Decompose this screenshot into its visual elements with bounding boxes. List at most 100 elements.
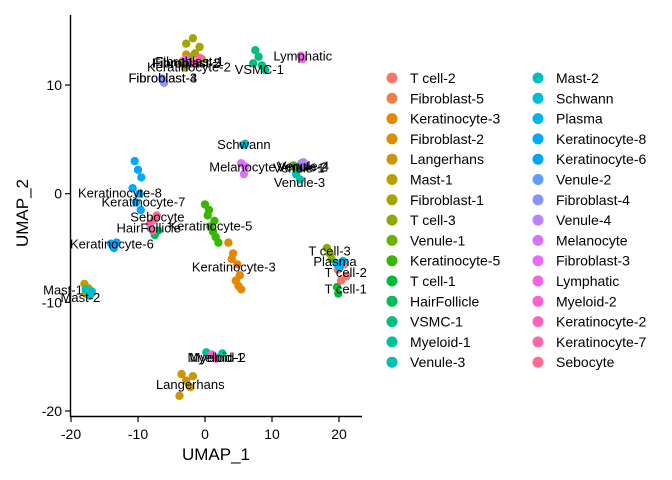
cluster-label: Keratinocyte-7 (101, 194, 185, 209)
cluster-label: T cell-2 (325, 265, 367, 280)
data-point (338, 256, 348, 266)
legend-label: Venule-3 (410, 354, 465, 370)
legend-item: Plasma (532, 111, 603, 127)
y-tick-label: -10 (42, 294, 62, 310)
legend-key (386, 133, 398, 145)
legend-label: Keratinocyte-5 (410, 253, 500, 269)
series-12-points (249, 46, 270, 75)
legend-key (386, 275, 398, 287)
legend-label: Sebocyte (556, 354, 615, 370)
cluster-label: Fibroblast-5 (153, 55, 222, 70)
legend-item: Lymphatic (532, 273, 619, 289)
legend-label: Keratinocyte-6 (556, 151, 646, 167)
legend-key (386, 153, 398, 165)
legend-key (532, 255, 544, 267)
cluster-label: Melanocyte (209, 160, 275, 175)
legend-item: Venule-1 (386, 232, 465, 248)
data-point (175, 391, 184, 400)
series-18-points (128, 156, 146, 215)
legend-label: Keratinocyte-7 (556, 334, 646, 350)
cluster-label: Venule-3 (274, 175, 325, 190)
legend-label: Venule-1 (410, 232, 465, 248)
data-point (233, 260, 242, 269)
legend-label: T cell-3 (410, 212, 456, 228)
legend-label: Schwann (556, 90, 614, 106)
plot-panel: T cell-2 Fibroblast-5 Keratinocyte-3 Fibrob… (13, 15, 367, 464)
y-tick-label: -20 (42, 403, 62, 419)
data-point (182, 39, 191, 48)
data-point (136, 205, 145, 215)
legend-item: Myeloid-2 (532, 293, 617, 309)
series-7-points (322, 243, 336, 264)
legend-key (386, 255, 398, 267)
cluster-label: Keratinocyte-5 (168, 218, 252, 233)
data-point (231, 276, 240, 285)
cluster-label: Lymphatic (273, 49, 332, 64)
legend-label: Mast-1 (410, 172, 453, 188)
data-point (332, 282, 342, 292)
data-point (133, 165, 143, 174)
legend-label: Fibroblast-3 (556, 253, 630, 269)
legend-key (386, 92, 398, 104)
cluster-label: Plasma (313, 254, 357, 269)
series-22-points (299, 158, 311, 171)
legend-label: VSMC-1 (410, 314, 463, 330)
legend-key (386, 336, 398, 348)
legend-item: VSMC-1 (386, 314, 463, 330)
series-14-points (291, 169, 305, 184)
data-point (195, 42, 204, 52)
data-point (137, 173, 146, 182)
legend-item: Sebocyte (532, 354, 615, 370)
legend-item: Fibroblast-4 (532, 192, 630, 208)
data-point (218, 349, 227, 358)
legend-label: Plasma (556, 111, 603, 127)
legend-label: Fibroblast-5 (410, 90, 484, 106)
legend-item: Langerhans (386, 151, 484, 167)
legend-item: HairFollicle (386, 293, 479, 309)
legend-label: Keratinocyte-8 (556, 131, 646, 147)
data-point (211, 354, 220, 363)
x-tick-label: 10 (264, 426, 280, 442)
y-ticks: -20 -10 0 10 (42, 77, 70, 419)
series-9-points (200, 200, 223, 247)
legend-key (532, 234, 544, 246)
x-axis-label: UMAP_1 (182, 445, 250, 464)
legend-item: Schwann (532, 90, 614, 106)
legend-item: T cell-2 (386, 70, 456, 86)
x-tick-label: 20 (331, 426, 347, 442)
series-26-points (207, 350, 220, 363)
cluster-label: Venule-4 (278, 159, 329, 174)
series-2-points (224, 238, 246, 294)
cluster-label: T cell-1 (325, 281, 367, 296)
series-23-points (237, 159, 250, 179)
legend-key (532, 174, 544, 185)
data-point (135, 189, 144, 198)
data-point (342, 272, 351, 281)
legend-key (532, 133, 544, 145)
legend-key (386, 72, 398, 84)
cluster-label: Fibroblast-2 (152, 55, 221, 70)
legend-item: Fibroblast-2 (386, 131, 484, 147)
series-25-points (296, 51, 307, 64)
series-27-points (191, 53, 204, 68)
data-point (237, 285, 246, 294)
data-point (128, 184, 137, 193)
legend-label: Keratinocyte-2 (556, 314, 646, 330)
legend-label: Fibroblast-1 (410, 192, 484, 208)
series-17-points (332, 256, 348, 272)
legend-label: Venule-4 (556, 212, 611, 228)
legend-item: Venule-2 (532, 172, 611, 188)
legend-item: Fibroblast-5 (386, 90, 484, 106)
cluster-label: Venule-1 (273, 161, 324, 176)
legend-label: Mast-2 (556, 70, 599, 86)
legend-key (532, 72, 544, 84)
legend-key (532, 214, 544, 226)
data-point (204, 205, 214, 215)
cluster-labels-layer: T cell-2 Fibroblast-5 Keratinocyte-3 Fibrob… (43, 49, 367, 392)
data-point (241, 162, 250, 171)
legend-item: Keratinocyte-6 (532, 151, 646, 167)
series-15-points (81, 285, 97, 300)
legend-key (532, 336, 544, 348)
cluster-label: Fibroblast-3 (128, 71, 197, 86)
series-19-points (107, 238, 121, 253)
